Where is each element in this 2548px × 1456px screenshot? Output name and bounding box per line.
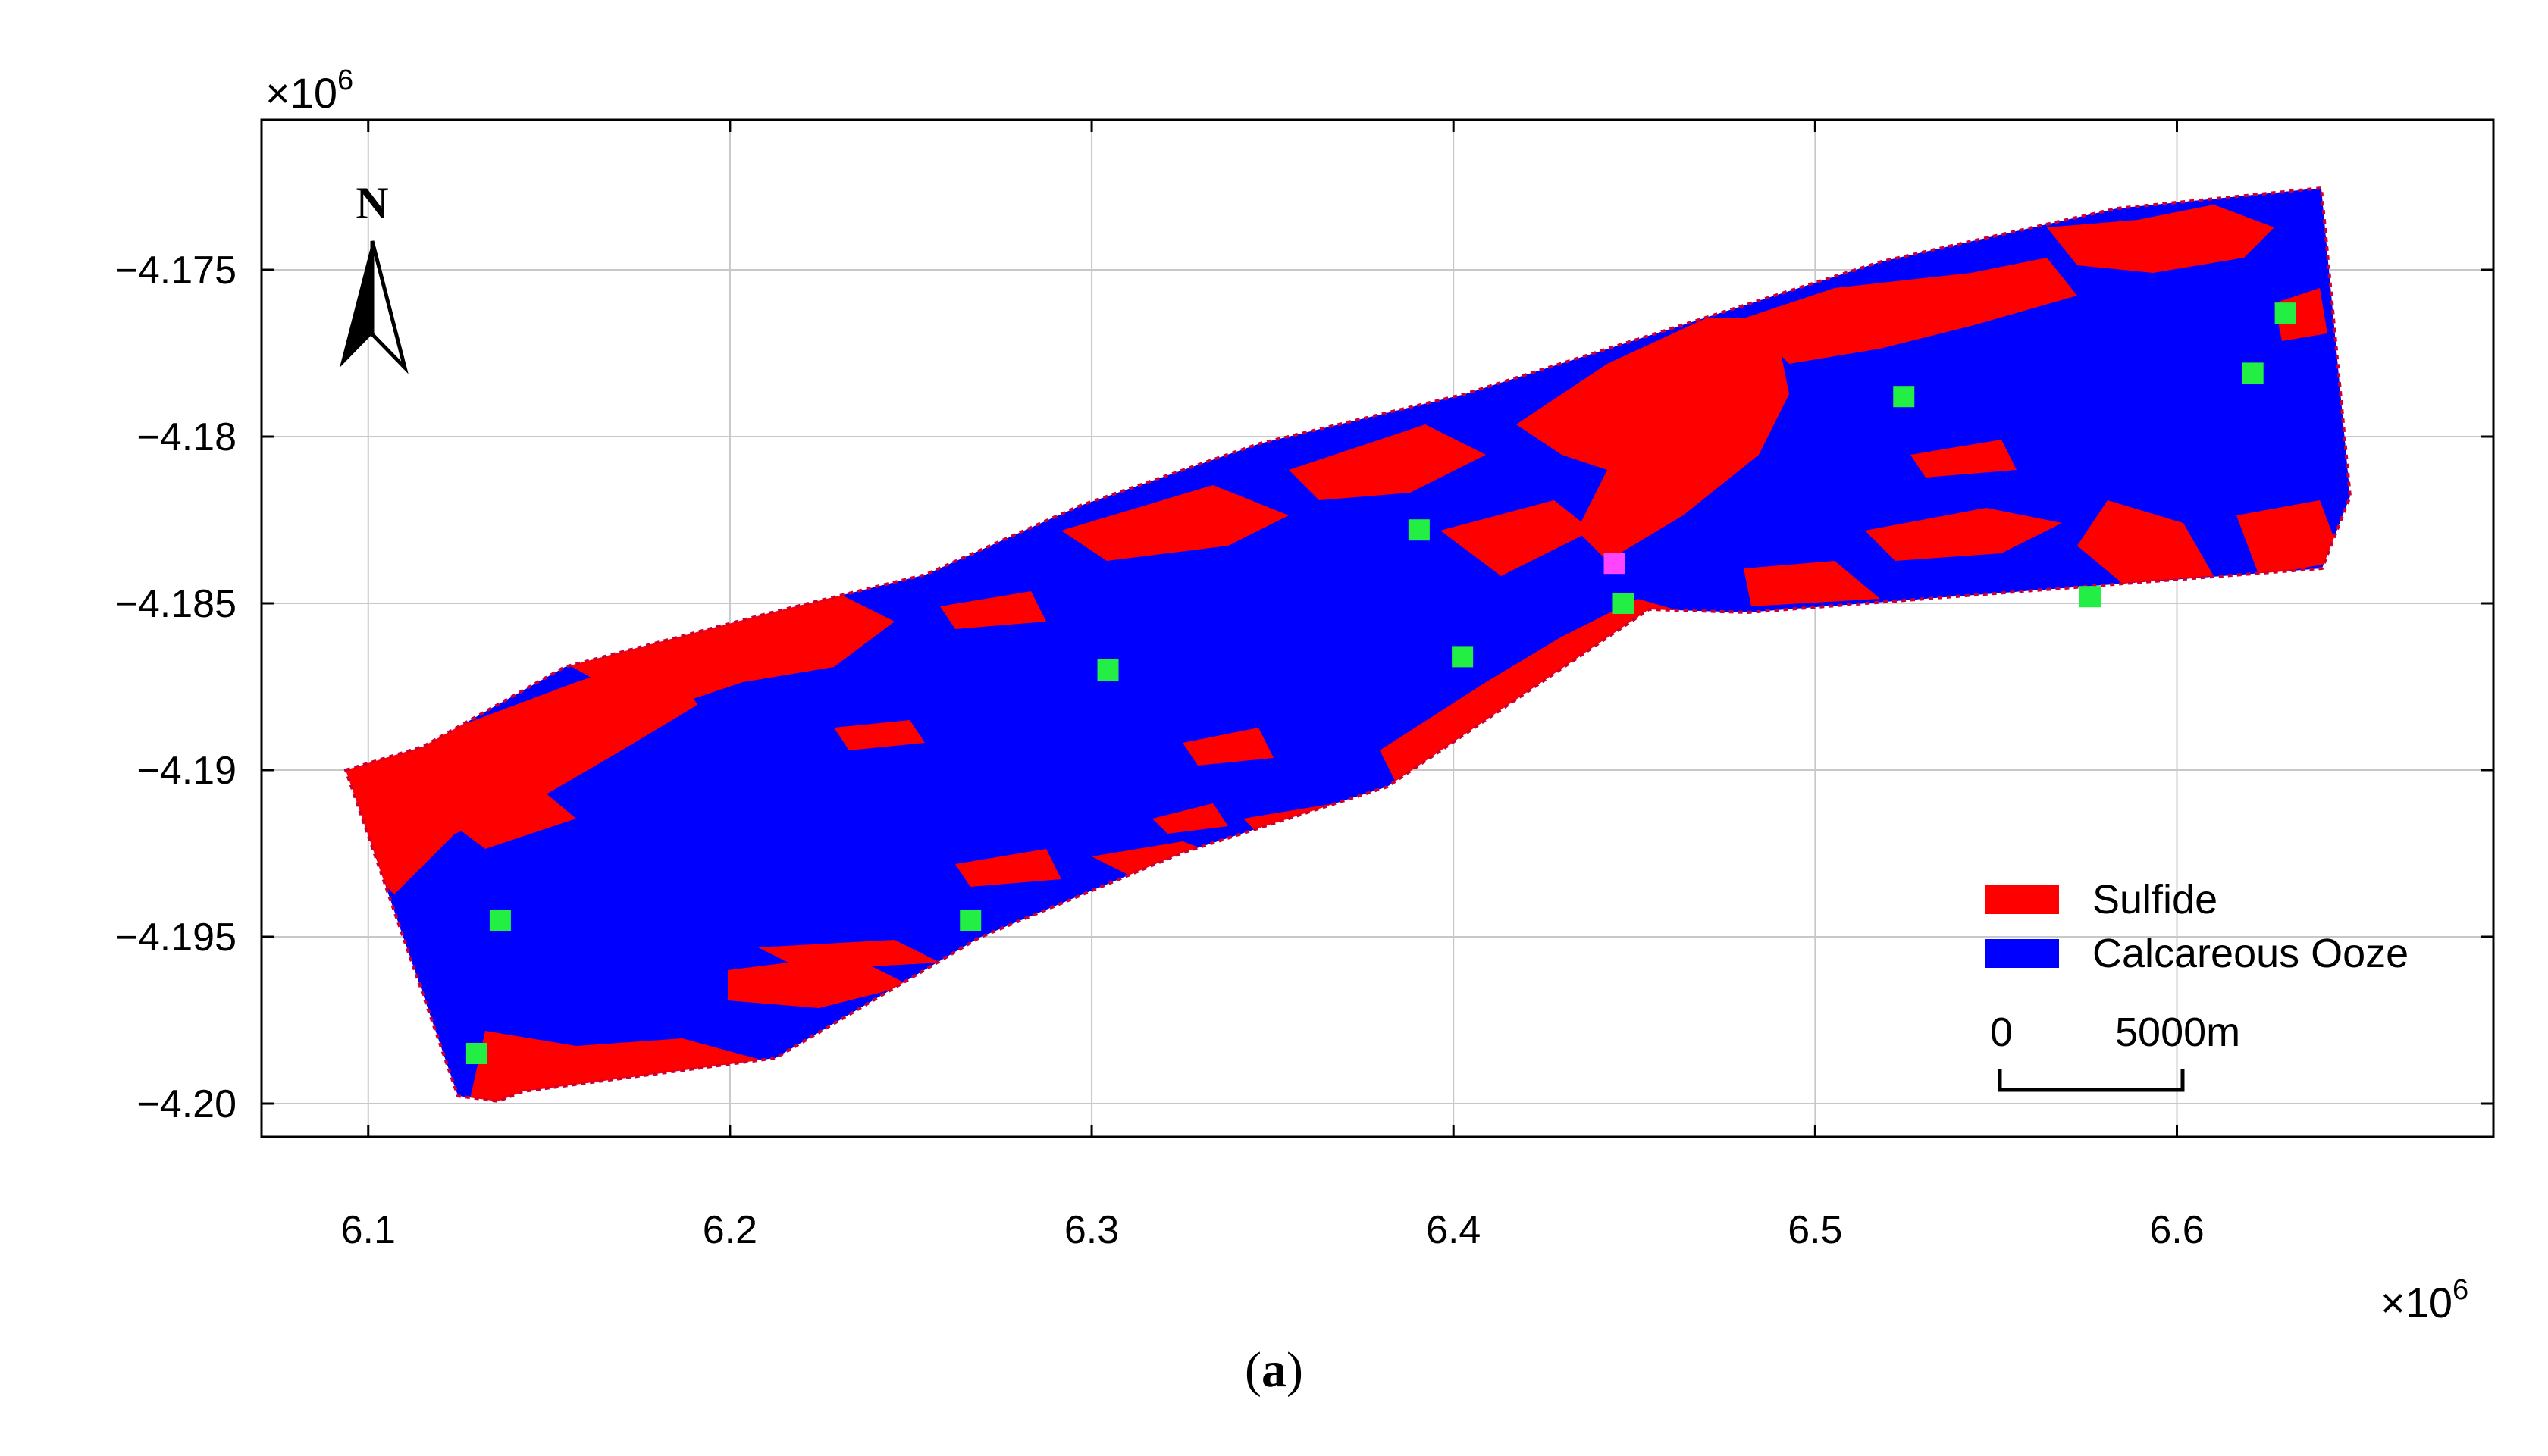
sample-point-marker xyxy=(1612,593,1634,614)
sample-point-marker xyxy=(1408,519,1430,541)
y-tick-label: −4.19 xyxy=(136,749,237,793)
x-tick-label: 6.6 xyxy=(2149,1208,2204,1252)
scale-bar-start-label: 0 xyxy=(1990,1010,2013,1055)
y-multiplier: ×106 xyxy=(265,64,353,117)
x-tick-label: 6.2 xyxy=(703,1208,757,1252)
sample-point-marker xyxy=(1452,646,1474,668)
sample-point-marker xyxy=(465,1043,487,1064)
legend-swatch-sulfide xyxy=(1985,885,2059,914)
y-tick-label: −4.20 xyxy=(136,1082,237,1126)
sample-points xyxy=(465,302,2296,1064)
y-tick-label: −4.195 xyxy=(115,916,237,960)
sample-point-marker xyxy=(1603,553,1625,575)
sample-point-marker xyxy=(1893,386,1915,408)
x-tick-label: 6.1 xyxy=(341,1208,396,1252)
scale-bar: 0 5000m xyxy=(1990,1010,2240,1092)
north-arrow: N xyxy=(340,178,409,374)
x-tick-label: 6.4 xyxy=(1426,1208,1481,1252)
x-axis: 6.1 6.2 6.3 6.4 6.5 6.6 xyxy=(341,120,2205,1252)
x-tick-label: 6.3 xyxy=(1064,1208,1119,1252)
north-arrow-icon xyxy=(340,241,372,368)
sample-point-marker xyxy=(1097,659,1119,681)
x-multiplier: ×106 xyxy=(2380,1274,2468,1326)
figure-caption: (a) xyxy=(1245,1342,1303,1398)
sample-point-marker xyxy=(2242,362,2264,384)
scale-bar-end-label: 5000m xyxy=(2115,1010,2240,1055)
y-tick-label: −4.175 xyxy=(115,249,237,293)
y-axis: −4.175 −4.18 −4.185 −4.19 −4.195 −4.20 xyxy=(115,249,2493,1126)
y-tick-label: −4.18 xyxy=(136,415,237,459)
calcareous-ooze-region xyxy=(346,188,2350,1101)
x-tick-label: 6.5 xyxy=(1788,1208,1842,1252)
legend-label-calcareous-ooze: Calcareous Ooze xyxy=(2092,931,2409,976)
legend: Sulfide Calcareous Ooze xyxy=(1985,877,2409,976)
sample-point-marker xyxy=(2274,302,2296,324)
y-tick-label: −4.185 xyxy=(115,582,237,626)
north-arrow-outline xyxy=(370,240,409,374)
scale-bar-line xyxy=(1998,1069,2185,1092)
north-label: N xyxy=(356,178,388,228)
legend-swatch-calcareous-ooze xyxy=(1985,939,2059,968)
legend-label-sulfide: Sulfide xyxy=(2092,877,2217,922)
sample-point-marker xyxy=(2079,586,2101,608)
sample-point-marker xyxy=(960,910,982,931)
sample-point-marker xyxy=(489,910,511,931)
